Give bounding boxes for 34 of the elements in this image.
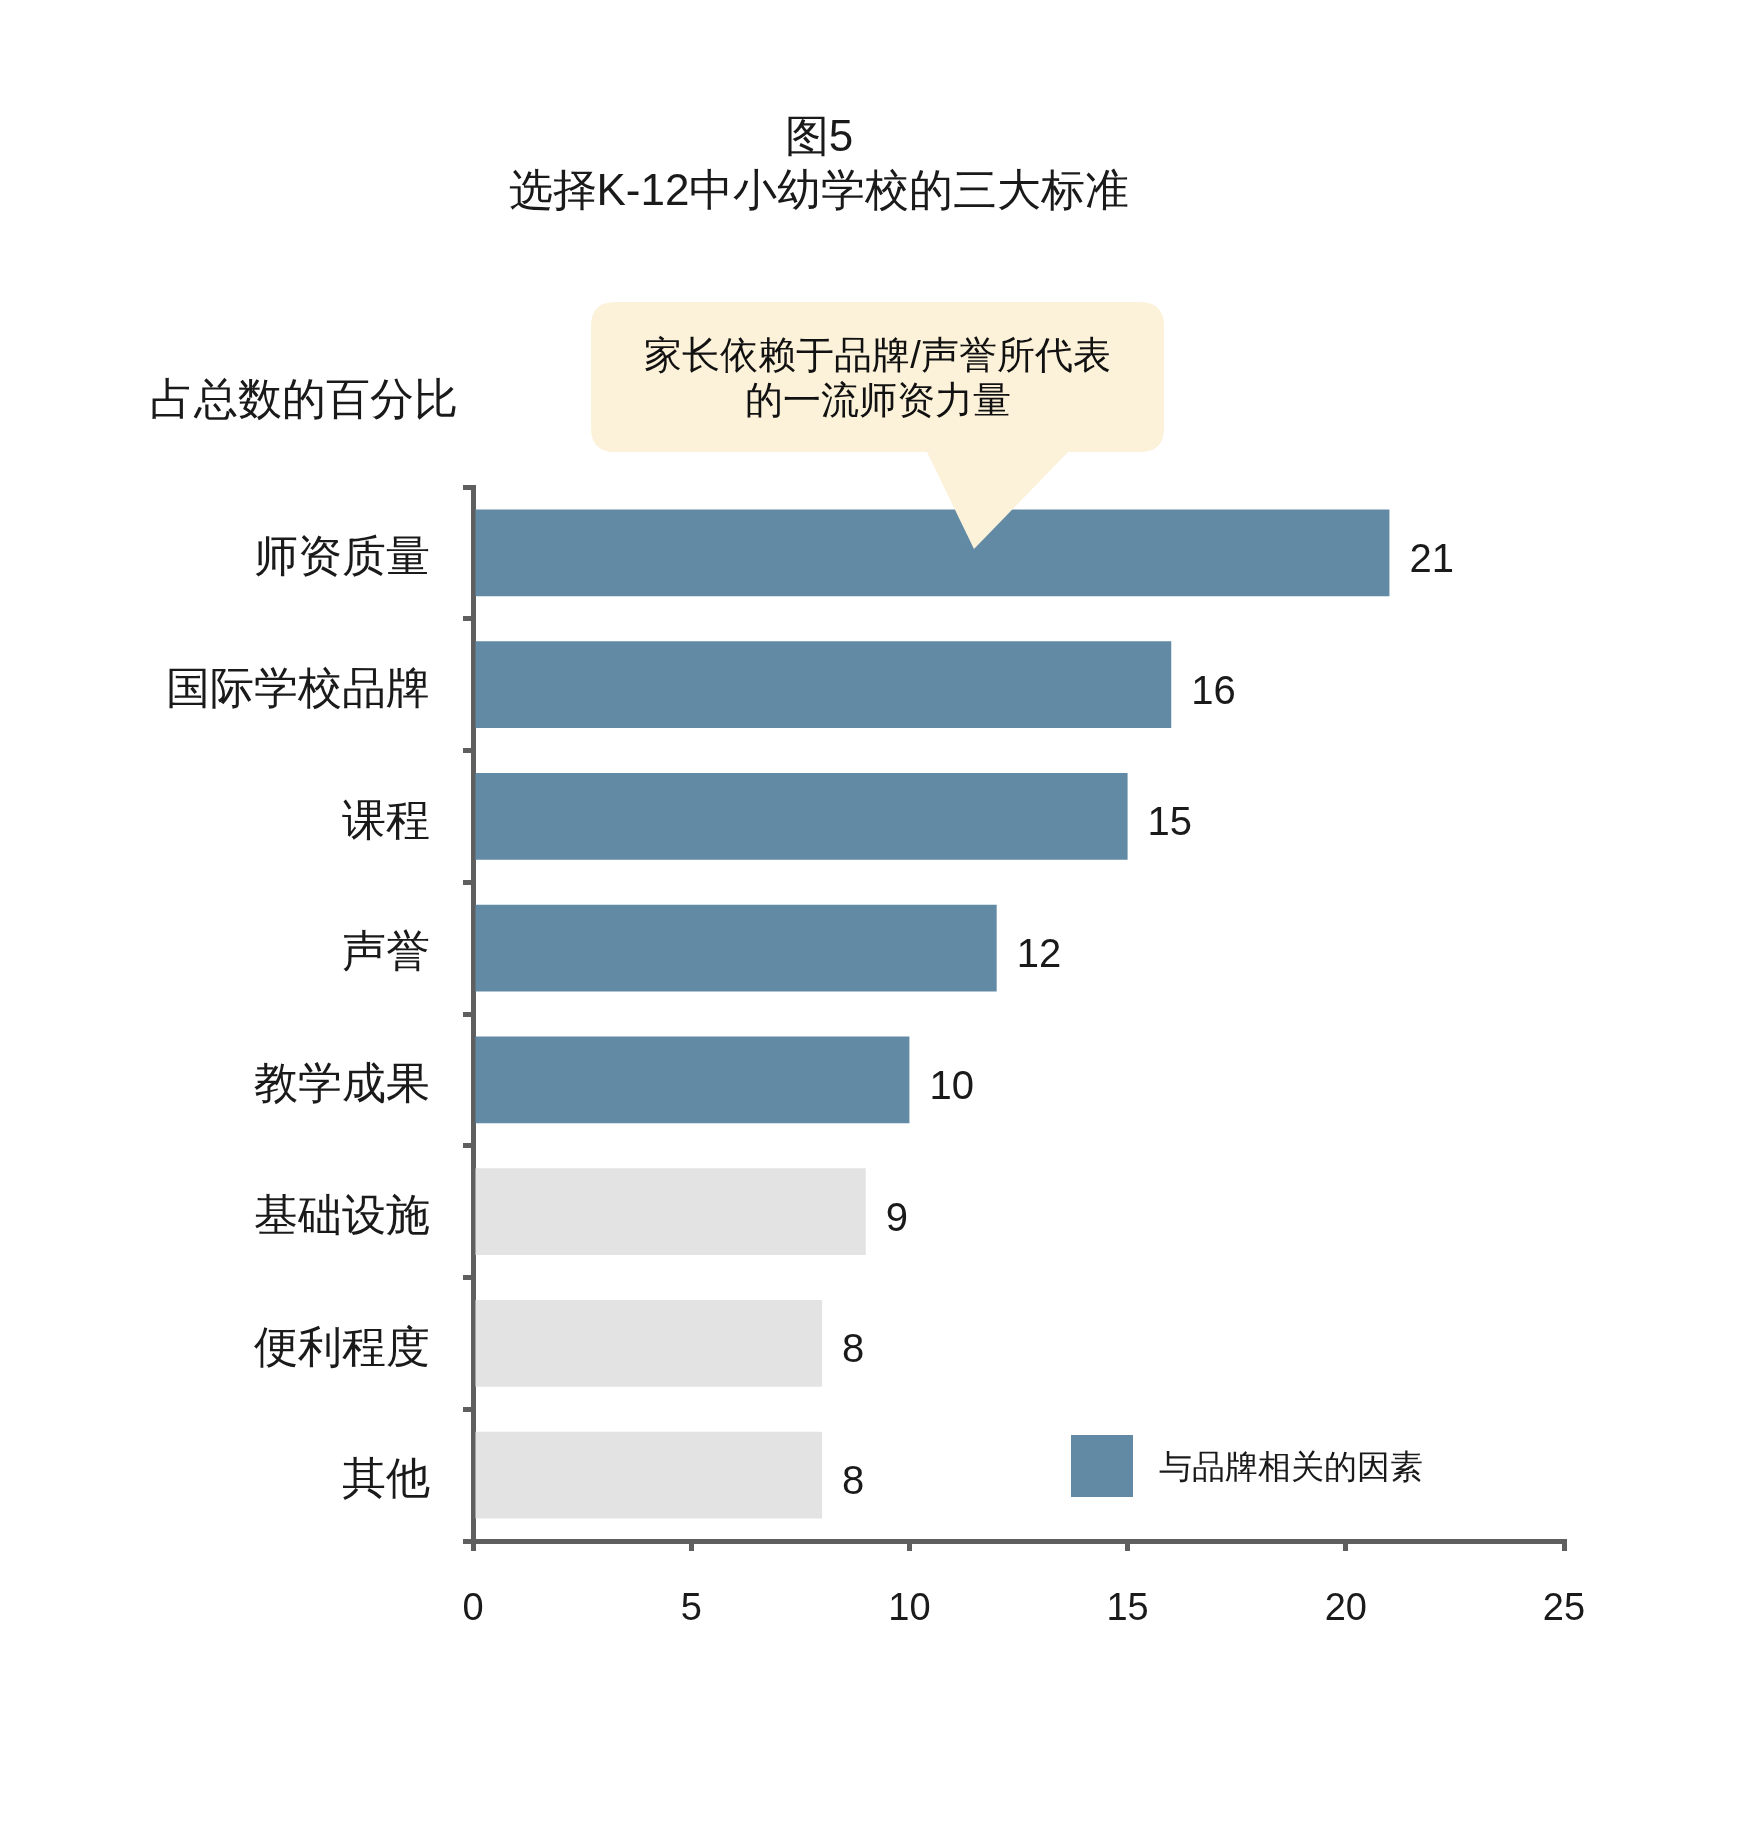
- x-tick-label: 10: [888, 1586, 931, 1629]
- data-label: 12: [1016, 931, 1062, 976]
- x-tick-label: 15: [1106, 1586, 1149, 1629]
- chart-subtitle: 选择K-12中小幼学校的三大标准: [507, 164, 1131, 216]
- y-tick-label: 声誉: [342, 926, 430, 976]
- data-label: 8: [842, 1326, 865, 1371]
- data-label: 9: [885, 1194, 909, 1239]
- data-label: 10: [929, 1062, 974, 1107]
- x-tick-label: 20: [1324, 1586, 1367, 1629]
- data-label: 8: [842, 1458, 865, 1503]
- y-tick-label: 便利程度: [254, 1321, 430, 1371]
- data-label: 21: [1409, 535, 1454, 580]
- y-tick-label: 教学成果: [254, 1058, 430, 1108]
- y-axis-title: 占总数的百分比: [150, 373, 458, 425]
- y-tick-label: 师资质量: [254, 531, 430, 581]
- bar: [475, 1299, 823, 1387]
- bar: [475, 641, 1172, 729]
- chart-title: 图5: [783, 110, 855, 162]
- bar: [475, 1168, 866, 1256]
- x-tick-label: 0: [462, 1586, 484, 1629]
- bar: [475, 904, 997, 992]
- text: 家长依赖于品牌/声誉所代表的一流师资力量: [643, 333, 1112, 423]
- legend-label: 与品牌相关的因素: [1159, 1448, 1423, 1486]
- y-tick-label: 基础设施: [254, 1189, 430, 1239]
- y-tick-label: 其他: [342, 1453, 430, 1503]
- x-tick-label: 25: [1542, 1586, 1586, 1629]
- bar: [475, 772, 1128, 860]
- bar: [475, 1036, 910, 1124]
- y-tick-label: 课程: [342, 794, 430, 844]
- bar: [475, 1431, 823, 1519]
- data-label: 15: [1147, 799, 1193, 844]
- x-tick-label: 5: [680, 1586, 702, 1629]
- data-label: 16: [1191, 667, 1236, 712]
- y-tick-label: 国际学校品牌: [166, 662, 430, 712]
